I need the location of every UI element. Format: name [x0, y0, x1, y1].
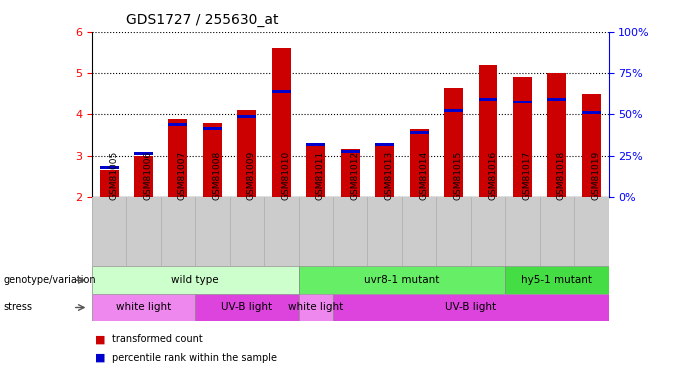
Text: GDS1727 / 255630_at: GDS1727 / 255630_at: [126, 13, 278, 27]
Text: GSM81009: GSM81009: [247, 151, 256, 200]
Bar: [582, 94, 601, 197]
Text: GSM81013: GSM81013: [385, 151, 394, 200]
Text: GSM81017: GSM81017: [522, 151, 532, 200]
Text: ■: ■: [95, 334, 105, 344]
Bar: [169, 118, 188, 197]
Bar: [99, 166, 118, 169]
Bar: [444, 109, 463, 112]
Text: GSM81016: GSM81016: [488, 151, 497, 200]
Text: white light: white light: [116, 303, 171, 312]
Text: GSM81012: GSM81012: [350, 151, 359, 200]
Bar: [479, 65, 498, 197]
Bar: [479, 99, 498, 101]
Bar: [547, 73, 566, 197]
Text: stress: stress: [3, 303, 33, 312]
Bar: [409, 132, 428, 134]
Bar: [134, 152, 153, 155]
Bar: [272, 48, 291, 197]
Bar: [513, 100, 532, 104]
Text: GSM81010: GSM81010: [282, 151, 290, 200]
Text: hy5-1 mutant: hy5-1 mutant: [522, 275, 592, 285]
Bar: [444, 88, 463, 197]
Bar: [203, 128, 222, 130]
Bar: [99, 170, 118, 197]
Bar: [272, 90, 291, 93]
Text: GSM81008: GSM81008: [212, 151, 222, 200]
Bar: [306, 146, 325, 197]
Text: GSM81019: GSM81019: [592, 151, 600, 200]
Bar: [375, 146, 394, 197]
Text: genotype/variation: genotype/variation: [3, 275, 96, 285]
Bar: [299, 266, 505, 294]
Bar: [341, 150, 360, 153]
Bar: [341, 149, 360, 197]
Bar: [203, 123, 222, 197]
Bar: [92, 266, 299, 294]
Bar: [237, 110, 256, 197]
Text: white light: white light: [288, 303, 343, 312]
Text: UV-B light: UV-B light: [445, 303, 496, 312]
Bar: [306, 143, 325, 146]
Text: wild type: wild type: [171, 275, 219, 285]
Text: UV-B light: UV-B light: [221, 303, 273, 312]
Bar: [513, 77, 532, 197]
Text: transformed count: transformed count: [112, 334, 203, 344]
Bar: [92, 294, 195, 321]
Bar: [237, 115, 256, 118]
Text: GSM81007: GSM81007: [178, 151, 187, 200]
Bar: [375, 143, 394, 146]
Text: percentile rank within the sample: percentile rank within the sample: [112, 353, 277, 363]
Bar: [409, 129, 428, 197]
Text: GSM81014: GSM81014: [419, 151, 428, 200]
Bar: [505, 266, 609, 294]
Text: GSM81006: GSM81006: [143, 151, 152, 200]
Text: GSM81005: GSM81005: [109, 151, 118, 200]
Bar: [299, 294, 333, 321]
Bar: [134, 156, 153, 197]
Text: GSM81015: GSM81015: [454, 151, 462, 200]
Bar: [547, 99, 566, 101]
Bar: [195, 294, 299, 321]
Text: GSM81011: GSM81011: [316, 151, 325, 200]
Bar: [582, 111, 601, 114]
Bar: [169, 123, 188, 126]
Text: ■: ■: [95, 353, 105, 363]
Bar: [333, 294, 609, 321]
Text: uvr8-1 mutant: uvr8-1 mutant: [364, 275, 439, 285]
Text: GSM81018: GSM81018: [557, 151, 566, 200]
